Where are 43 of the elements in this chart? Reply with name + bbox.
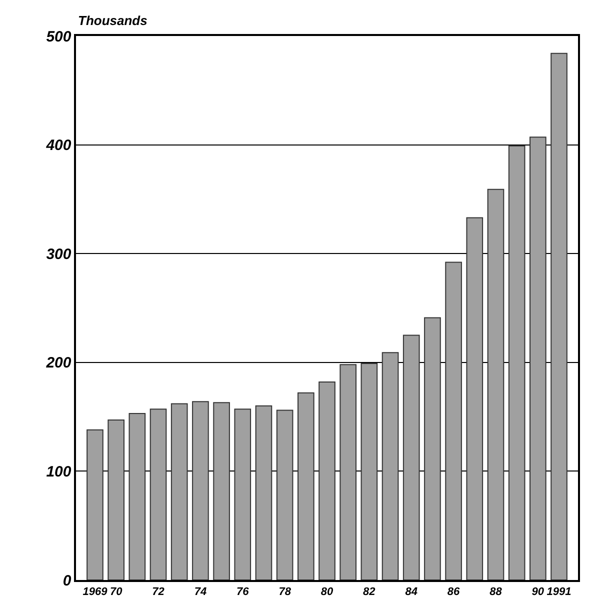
bar [508, 145, 526, 580]
bar [445, 262, 462, 580]
bar [360, 362, 378, 580]
y-tick-label: 300 [46, 246, 72, 263]
bar [150, 408, 167, 580]
x-tick-label: 78 [278, 586, 292, 598]
bar [128, 413, 146, 580]
x-tick-label: 76 [236, 586, 250, 598]
x-tick-label: 74 [194, 586, 207, 598]
y-tick-label: 100 [46, 463, 72, 480]
y-axis-title: Thousands [78, 13, 148, 28]
bar [550, 52, 568, 580]
bar [108, 420, 124, 580]
bar [170, 403, 188, 580]
bar [234, 408, 252, 580]
x-tick-label: 88 [490, 586, 503, 598]
bar [340, 364, 356, 580]
x-tick-label: 86 [447, 586, 461, 598]
x-tick-label: 70 [110, 586, 124, 598]
x-tick-label: 1991 [546, 586, 572, 598]
bar [213, 402, 230, 580]
x-tick-label: 90 [532, 586, 545, 598]
bar [402, 334, 420, 580]
bar [487, 188, 504, 580]
bar [424, 317, 441, 580]
y-tick-label: 200 [45, 354, 72, 372]
bar [382, 352, 399, 580]
bar [298, 392, 314, 580]
bar [530, 136, 546, 580]
bar [192, 401, 209, 580]
bar [255, 405, 272, 580]
x-tick-label: 80 [320, 586, 334, 598]
x-tick-label: 82 [363, 586, 376, 598]
bar [276, 410, 294, 580]
y-tick-label: 500 [46, 28, 72, 46]
x-tick-label: 72 [152, 586, 164, 598]
bar [86, 429, 104, 580]
bar [318, 381, 336, 580]
bar [466, 217, 484, 580]
x-tick-label: 1969 [82, 586, 108, 598]
y-tick-label: 0 [62, 572, 72, 590]
y-tick-label: 400 [45, 137, 72, 154]
x-tick-label: 84 [405, 586, 418, 598]
